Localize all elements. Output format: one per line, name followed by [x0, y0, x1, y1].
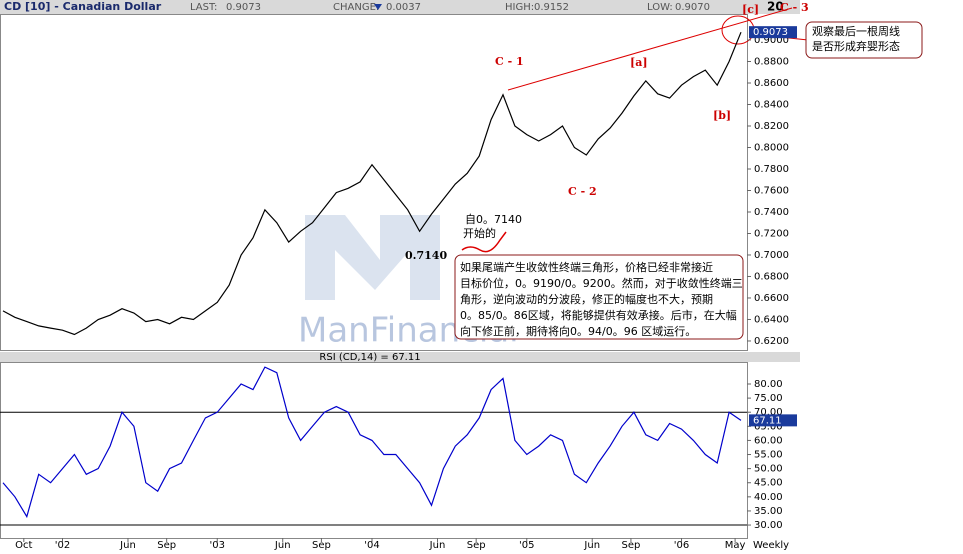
x-tick-label: '03	[210, 540, 225, 550]
note-box	[454, 254, 744, 340]
watermark-logo	[305, 215, 440, 300]
y-tick-label: 80.00	[754, 379, 783, 390]
x-tick-label: Jun	[583, 540, 600, 550]
y-tick-label: 0.8600	[754, 78, 789, 89]
y-tick-label: 55.00	[754, 450, 783, 461]
annotation: [a]	[630, 56, 648, 69]
y-tick-label: 0.7800	[754, 164, 789, 175]
note-arrow	[461, 231, 507, 253]
x-tick-label: Jun	[119, 540, 136, 550]
y-tick-label: 30.00	[754, 520, 783, 531]
x-tick-label: Oct	[15, 540, 32, 550]
y-tick-label: 40.00	[754, 492, 783, 503]
low-label: LOW:	[647, 2, 673, 13]
last-label: LAST:	[190, 2, 217, 13]
header-corner: 20	[767, 0, 784, 14]
x-tick-label: May	[725, 540, 746, 550]
down-arrow	[374, 4, 382, 10]
y-tick-label: 65.00	[754, 421, 783, 432]
y-tick-label: 0.7400	[754, 207, 789, 218]
x-tick-label: Jun	[429, 540, 446, 550]
x-tick-label: '04	[364, 540, 379, 550]
y-tick-label: 0.6600	[754, 293, 789, 304]
x-tick-label: Sep	[467, 540, 486, 550]
note-line: 向下修正前，期待将向0。94/0。96 区域运行。	[460, 324, 696, 338]
series-line	[2, 31, 742, 336]
last-value-box	[749, 414, 797, 427]
low: 0.9070	[675, 2, 710, 13]
note2-box	[805, 21, 923, 59]
y-tick-label: 0.8200	[754, 121, 789, 132]
price-panel	[0, 14, 748, 351]
y-tick-label: 0.7000	[754, 250, 789, 261]
y-tick-label: 70.00	[754, 407, 783, 418]
y-tick-label: 0.6400	[754, 314, 789, 325]
y-tick-label: 0.7200	[754, 228, 789, 239]
y-tick-label: 0.8800	[754, 57, 789, 68]
trend-line	[507, 7, 793, 91]
y-tick-label: 0.6800	[754, 271, 789, 282]
note-line: 角形，逆向波动的分波段，修正的幅度也不大，预期	[460, 292, 713, 306]
y-tick-label: 0.8400	[754, 100, 789, 111]
note-line: 0。85/0。86区域，将能够提供有效承接。后市，在大幅	[460, 308, 737, 322]
y-tick-label: 0.6200	[754, 336, 789, 347]
x-tick-label: '05	[519, 540, 534, 550]
x-tick-label: '06	[674, 540, 689, 550]
series-line	[2, 366, 742, 519]
y-tick-label: 35.00	[754, 506, 783, 517]
header-title: CD [10] - Canadian Dollar	[4, 0, 162, 13]
x-tick-label: Sep	[157, 540, 176, 550]
last-value: 0.9073	[753, 27, 788, 38]
x-axis-label: Weekly	[753, 540, 789, 550]
annotation: C - 3	[780, 1, 809, 14]
x-tick-label: Sep	[622, 540, 641, 550]
annotation: C - 2	[568, 185, 597, 198]
note2-line: 是否形成弃婴形态	[812, 39, 900, 53]
last: 0.9073	[226, 2, 261, 13]
annotation: 开始的	[463, 226, 496, 240]
x-tick-label: Sep	[312, 540, 331, 550]
y-tick-label: 0.7600	[754, 185, 789, 196]
rsi-title-bar	[0, 352, 800, 362]
last-value: 67.11	[753, 415, 782, 426]
y-tick-label: 50.00	[754, 464, 783, 475]
change-label: CHANGE:	[333, 2, 379, 13]
high: 0.9152	[534, 2, 569, 13]
high-label: HIGH:	[505, 2, 534, 13]
rsi-panel	[0, 362, 748, 539]
x-tick-label: '02	[55, 540, 70, 550]
annotation: 0.7140	[405, 249, 447, 262]
x-tick-label: Jun	[274, 540, 291, 550]
rsi-title: RSI (CD,14) = 67.11	[319, 352, 420, 363]
header-bar	[0, 0, 800, 14]
last-value-box	[749, 26, 797, 39]
y-tick-label: 75.00	[754, 393, 783, 404]
y-tick-label: 0.9000	[754, 35, 789, 46]
annotation: [c]	[742, 3, 759, 16]
note-line: 如果尾端产生收敛性终端三角形，价格已经非常接近	[460, 260, 713, 274]
note-line: 目标价位，0。9190/0。9200。然而，对于收敛性终端三	[460, 276, 743, 290]
annotation: [b]	[713, 109, 731, 122]
y-tick-label: 60.00	[754, 435, 783, 446]
y-tick-label: 0.8000	[754, 142, 789, 153]
note2-line: 观察最后一根周线	[812, 24, 900, 38]
annotation: 自0。7140	[465, 213, 522, 226]
y-tick-label: 45.00	[754, 478, 783, 489]
change: 0.0037	[386, 2, 421, 13]
annotation: C - 1	[495, 55, 524, 68]
